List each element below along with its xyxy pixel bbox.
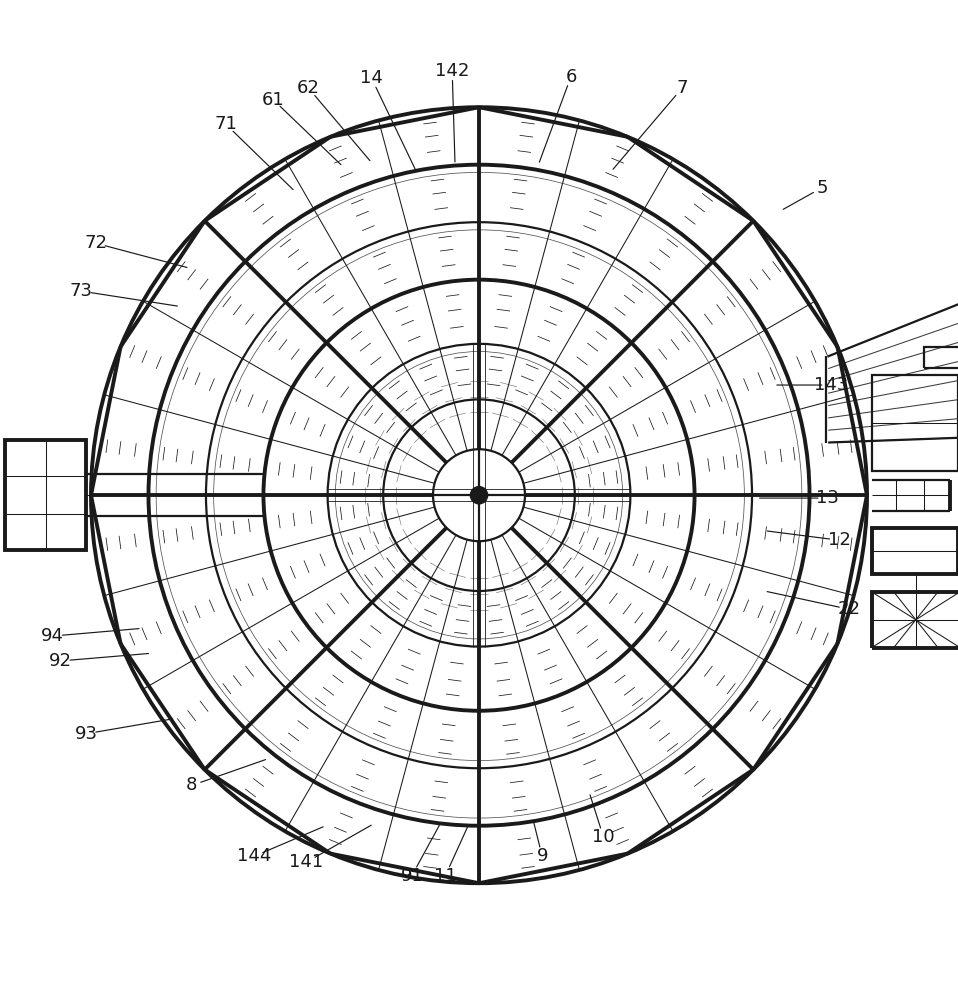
Circle shape [470, 487, 488, 504]
Text: 92: 92 [49, 652, 72, 670]
Text: 72: 72 [84, 234, 107, 252]
Text: 141: 141 [289, 853, 324, 871]
Text: 7: 7 [676, 79, 688, 97]
Text: 8: 8 [186, 776, 197, 794]
Text: 14: 14 [360, 69, 383, 87]
Text: 9: 9 [536, 847, 548, 865]
Bar [872, 375, 958, 471]
Text: 6: 6 [565, 68, 577, 86]
Text: 62: 62 [297, 79, 320, 97]
Text: 61: 61 [262, 91, 285, 109]
Bar [872, 528, 958, 574]
Text: 94: 94 [41, 627, 64, 645]
Text: 5: 5 [816, 179, 828, 197]
Text: 93: 93 [75, 725, 98, 743]
Bar [872, 592, 958, 648]
Text: 11: 11 [434, 867, 457, 885]
Text: 144: 144 [237, 847, 271, 865]
Text: 143: 143 [814, 376, 849, 394]
Text: 12: 12 [828, 531, 851, 549]
Text: 13: 13 [816, 489, 839, 507]
Bar [924, 347, 958, 368]
Text: 142: 142 [435, 62, 469, 80]
Text: 22: 22 [837, 600, 860, 618]
Text: 71: 71 [215, 115, 238, 133]
Bar [5, 440, 86, 550]
Text: 10: 10 [592, 828, 615, 846]
Text: 73: 73 [70, 282, 93, 300]
Text: 91: 91 [400, 867, 423, 885]
